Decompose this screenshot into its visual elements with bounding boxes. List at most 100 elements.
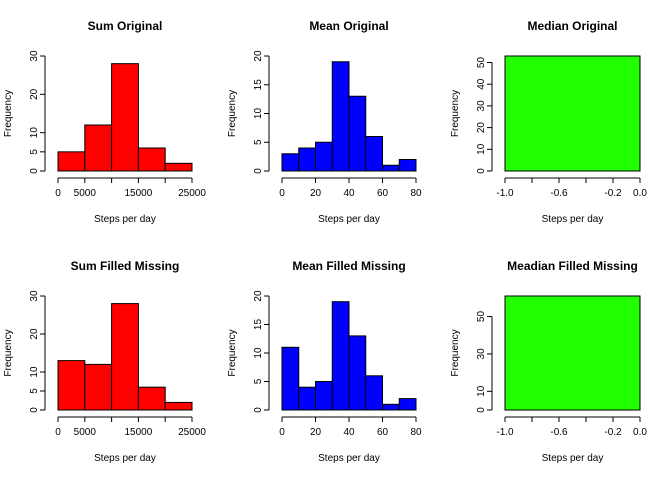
x-axis-label: Steps per day bbox=[94, 453, 156, 464]
y-tick-label: 10 bbox=[253, 347, 264, 359]
x-tick-label: 25000 bbox=[178, 188, 206, 199]
panel-6: Meadian Filled Missing 0 10 30 50 -1.0 -0.6 -0.… bbox=[450, 259, 647, 464]
y-tick-label: 0 bbox=[253, 407, 264, 413]
panel-2: Mean Original 0 5 10 15 20 0 20 40 60 80 Steps per … bbox=[227, 19, 422, 225]
histogram-bar bbox=[331, 301, 350, 411]
x-tick-label: 60 bbox=[377, 188, 389, 199]
x-tick-label: -0.2 bbox=[604, 427, 622, 438]
x-axis-label: Steps per day bbox=[318, 453, 380, 464]
chart-title: Mean Original bbox=[309, 19, 388, 33]
histogram-bar bbox=[504, 55, 641, 172]
histogram-bar bbox=[298, 386, 316, 411]
chart-title: Sum Original bbox=[88, 19, 163, 33]
chart-title: Median Original bbox=[527, 19, 617, 33]
y-tick-label: 30 bbox=[476, 100, 487, 112]
histogram-bar bbox=[84, 124, 113, 172]
y-tick-label: 50 bbox=[476, 57, 487, 69]
histogram-bar bbox=[281, 346, 300, 411]
y-tick-label: 20 bbox=[253, 50, 264, 62]
y-axis-label: Frequency bbox=[227, 329, 238, 376]
x-tick-label: 60 bbox=[377, 427, 389, 438]
x-tick-label: 40 bbox=[343, 188, 355, 199]
x-tick-label: 40 bbox=[343, 427, 355, 438]
histogram-bar bbox=[382, 403, 400, 411]
x-tick-label: -1.0 bbox=[496, 188, 514, 199]
y-tick-label: 20 bbox=[29, 88, 40, 100]
y-tick-label: 30 bbox=[29, 290, 40, 302]
y-tick-label: 10 bbox=[253, 108, 264, 120]
histogram-bar bbox=[348, 335, 367, 411]
histogram-bar bbox=[57, 151, 86, 172]
x-tick-label: 5000 bbox=[74, 188, 97, 199]
y-tick-label: 10 bbox=[29, 127, 40, 139]
chart-title: Mean Filled Missing bbox=[292, 259, 405, 273]
histogram-bar bbox=[84, 363, 113, 411]
y-tick-label: 0 bbox=[29, 168, 40, 174]
y-tick-label: 15 bbox=[253, 319, 264, 331]
x-tick-label: -0.2 bbox=[604, 188, 622, 199]
histogram-bar bbox=[137, 147, 166, 172]
y-tick-label: 5 bbox=[29, 388, 40, 394]
histogram-bar bbox=[331, 61, 350, 172]
y-tick-label: 5 bbox=[29, 149, 40, 155]
histogram-bar bbox=[315, 141, 333, 172]
y-axis-label: Frequency bbox=[3, 90, 14, 137]
y-axis-label: Frequency bbox=[450, 329, 461, 376]
x-tick-label: 15000 bbox=[124, 427, 152, 438]
x-tick-label: 80 bbox=[410, 188, 422, 199]
x-tick-label: 20 bbox=[310, 427, 322, 438]
y-tick-label: 5 bbox=[253, 378, 264, 384]
x-tick-label: 25000 bbox=[178, 427, 206, 438]
y-tick-label: 20 bbox=[253, 290, 264, 302]
x-axis-label: Steps per day bbox=[94, 214, 156, 225]
histogram-bar bbox=[382, 164, 400, 172]
x-axis-label: Steps per day bbox=[542, 453, 604, 464]
y-tick-label: 20 bbox=[476, 122, 487, 134]
y-tick-label: 10 bbox=[476, 143, 487, 155]
y-tick-label: 40 bbox=[476, 78, 487, 90]
panel-3: Median Original 0 10 20 30 40 50 -1.0 -0.6 -0.2 0.… bbox=[450, 19, 647, 225]
x-tick-label: 0.0 bbox=[633, 188, 647, 199]
x-axis-label: Steps per day bbox=[318, 214, 380, 225]
histogram-bar bbox=[365, 375, 383, 411]
y-tick-label: 5 bbox=[253, 139, 264, 145]
y-tick-label: 0 bbox=[29, 407, 40, 413]
x-tick-label: 15000 bbox=[124, 188, 152, 199]
panel-1: Sum Original 0 5 10 20 30 0 5000 15000 25000 Steps… bbox=[3, 19, 206, 225]
y-axis-label: Frequency bbox=[227, 90, 238, 137]
histogram-bar bbox=[164, 401, 193, 411]
histogram-bar bbox=[111, 303, 139, 411]
x-tick-label: 0 bbox=[279, 427, 285, 438]
histogram-bar bbox=[57, 360, 86, 411]
histogram-bar bbox=[111, 63, 139, 172]
y-tick-label: 10 bbox=[29, 366, 40, 378]
y-tick-label: 10 bbox=[476, 385, 487, 397]
x-tick-label: 0 bbox=[55, 427, 61, 438]
y-tick-label: 0 bbox=[476, 168, 487, 174]
x-tick-label: -1.0 bbox=[496, 427, 514, 438]
panel-5: Mean Filled Missing 0 5 10 15 20 0 20 40 60 80 Step… bbox=[227, 259, 422, 464]
x-tick-label: 80 bbox=[410, 427, 422, 438]
y-tick-label: 20 bbox=[29, 328, 40, 340]
x-tick-label: 0.0 bbox=[633, 427, 647, 438]
histogram-bar bbox=[315, 381, 333, 411]
histogram-bar bbox=[298, 147, 316, 172]
panel-4: Sum Filled Missing 0 5 10 20 30 0 5000 15000 2500… bbox=[3, 259, 206, 464]
x-axis-label: Steps per day bbox=[542, 214, 604, 225]
y-tick-label: 15 bbox=[253, 79, 264, 91]
x-tick-label: -0.6 bbox=[550, 188, 568, 199]
x-tick-label: 5000 bbox=[74, 427, 97, 438]
y-tick-label: 50 bbox=[476, 311, 487, 323]
y-axis-label: Frequency bbox=[3, 329, 14, 376]
histogram-bar bbox=[398, 398, 417, 411]
x-tick-label: -0.6 bbox=[550, 427, 568, 438]
histogram-bar bbox=[398, 159, 417, 172]
chart-title: Meadian Filled Missing bbox=[507, 259, 638, 273]
chart-title: Sum Filled Missing bbox=[71, 259, 180, 273]
x-tick-label: 0 bbox=[279, 188, 285, 199]
y-tick-label: 30 bbox=[29, 50, 40, 62]
histogram-bar bbox=[348, 95, 367, 172]
y-tick-label: 0 bbox=[253, 168, 264, 174]
histogram-bar bbox=[504, 295, 641, 411]
